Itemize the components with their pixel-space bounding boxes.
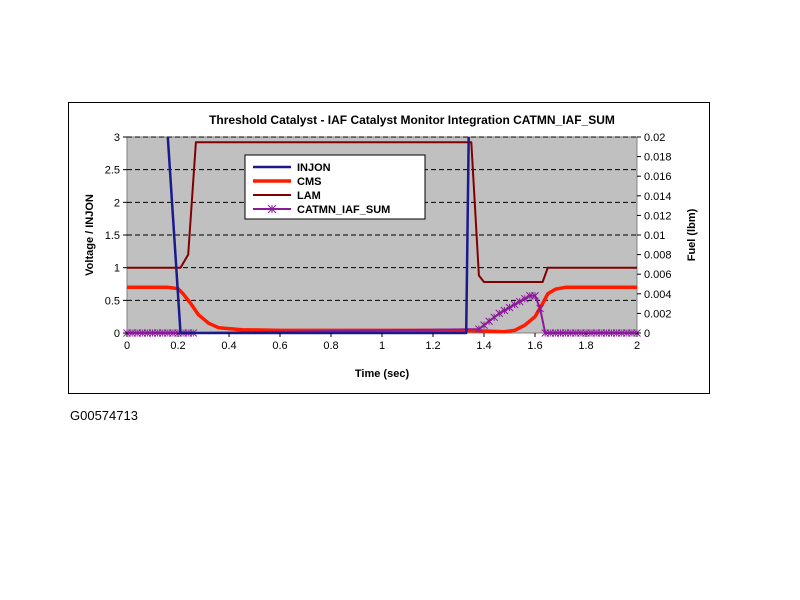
y2-tick-label: 0.006 <box>644 269 672 281</box>
data-point-catmn-iaf-sum <box>490 313 499 322</box>
x-tick-label: 1.4 <box>476 340 491 352</box>
x-tick-label: 0.4 <box>221 340 236 352</box>
data-point-catmn-iaf-sum <box>531 291 539 300</box>
series-line-cms <box>127 285 637 334</box>
legend-label-cms: CMS <box>297 176 321 188</box>
y2-tick-label: 0.012 <box>644 210 672 222</box>
y-tick-label: 2 <box>114 197 120 209</box>
y-tick-layer: 0 0.5 1 1.5 2 2.5 3 <box>105 132 127 340</box>
legend: INJON CMS LAM CATMN_IAF_SUM <box>244 154 426 220</box>
x-tick-label: 1.6 <box>527 340 542 352</box>
data-point-catmn-iaf-sum <box>510 300 519 309</box>
y2-tick-label: 0 <box>644 328 650 340</box>
series-line-catmn-iaf-sum <box>127 294 637 334</box>
x-axis-label: Time (sec) <box>355 368 410 380</box>
y2-tick-layer: 0 0.002 0.004 0.006 0.008 0.01 0.012 0.014 0.016… <box>637 132 672 340</box>
data-point-catmn-iaf-sum <box>475 325 483 333</box>
x-tick-label: 1.2 <box>425 340 440 352</box>
y-tick-label: 2.5 <box>105 165 120 177</box>
y-tick-label: 1 <box>114 263 120 275</box>
data-point-catmn-iaf-sum <box>505 303 514 312</box>
y-tick-label: 1.5 <box>105 230 120 242</box>
y2-tick-label: 0.004 <box>644 289 672 301</box>
y2-tick-label: 0.014 <box>644 191 672 203</box>
x-tick-label: 0.6 <box>272 340 287 352</box>
series-layer <box>123 136 641 337</box>
chart-frame: Threshold Catalyst - IAF Catalyst Monito… <box>68 102 710 394</box>
data-point-catmn-iaf-sum <box>485 317 493 326</box>
y-tick-label: 0 <box>114 328 120 340</box>
series-line-injon <box>166 136 470 335</box>
data-point-catmn-iaf-sum <box>500 306 509 315</box>
data-point-catmn-iaf-sum <box>480 321 488 330</box>
data-point-catmn-iaf-sum <box>515 297 524 306</box>
figure-id: G00574713 <box>70 408 138 423</box>
legend-label-catmn-iaf-sum: CATMN_IAF_SUM <box>297 204 390 216</box>
x-tick-label: 0 <box>124 340 130 352</box>
y2-tick-label: 0.002 <box>644 308 672 320</box>
y-tick-label: 3 <box>114 132 120 144</box>
series-line-lam <box>127 141 637 283</box>
legend-label-lam: LAM <box>297 190 321 202</box>
x-tick-label: 1 <box>379 340 385 352</box>
y2-tick-label: 0.016 <box>644 171 672 183</box>
y2-tick-label: 0.01 <box>644 230 665 242</box>
x-tick-label: 1.8 <box>578 340 593 352</box>
y2-tick-label: 0.018 <box>644 152 672 164</box>
x-tick-label: 0.2 <box>170 340 185 352</box>
data-point-catmn-iaf-sum <box>520 294 529 303</box>
chart-svg: Threshold Catalyst - IAF Catalyst Monito… <box>84 113 698 380</box>
data-point-catmn-iaf-sum <box>536 304 544 313</box>
legend-label-injon: INJON <box>297 162 331 174</box>
y-tick-label: 0.5 <box>105 295 120 307</box>
y-axis-label: Voltage / INJON <box>84 194 96 276</box>
y2-axis-label: Fuel (lbm) <box>686 208 698 261</box>
x-tick-label: 2 <box>634 340 640 352</box>
y2-tick-label: 0.008 <box>644 250 672 262</box>
data-point-catmn-iaf-sum <box>495 309 504 318</box>
x-tick-layer: 0 0.2 0.4 0.6 0.8 1 1.2 1.4 1.6 1.8 2 <box>124 333 640 352</box>
chart-title: Threshold Catalyst - IAF Catalyst Monito… <box>209 113 615 127</box>
y2-tick-label: 0.02 <box>644 132 665 144</box>
x-tick-label: 0.8 <box>323 340 338 352</box>
